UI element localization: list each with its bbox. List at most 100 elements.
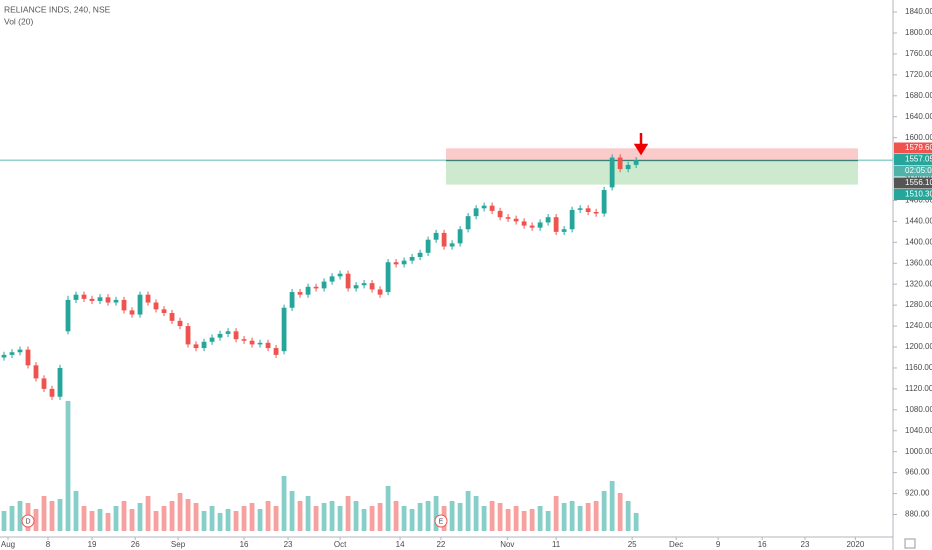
volume-bar — [489, 501, 495, 531]
x-tick-label: 2020 — [846, 540, 864, 549]
candle-body — [481, 205, 487, 209]
stop-label-box — [894, 142, 932, 154]
candle-body — [449, 243, 455, 247]
volume-bar — [281, 476, 287, 531]
candle-body — [401, 260, 407, 265]
y-tick-label: 1800.00 — [905, 28, 932, 37]
x-tick-label: 23 — [284, 540, 293, 549]
x-tick-label: Oct — [334, 540, 347, 549]
volume-bar — [601, 491, 607, 531]
volume-bar — [201, 511, 207, 531]
entry-label-box — [894, 177, 932, 189]
volume-bar — [505, 509, 511, 531]
volume-bar — [481, 506, 487, 531]
y-tick-label: 1640.00 — [905, 112, 932, 121]
candle-body — [41, 378, 47, 389]
y-tick-label: 1760.00 — [905, 49, 932, 58]
volume-bar — [593, 501, 599, 531]
y-tick-label: 1000.00 — [905, 447, 932, 456]
volume-bar — [297, 501, 303, 531]
candle-body — [145, 294, 151, 303]
candle-body — [633, 160, 639, 165]
volume-bar — [361, 509, 367, 531]
settings-icon[interactable] — [904, 538, 916, 549]
volume-bar — [433, 496, 439, 531]
event-label: D — [25, 518, 30, 525]
volume-bar — [273, 506, 279, 531]
y-tick-label: 880.00 — [905, 510, 930, 519]
candle-body — [249, 340, 255, 345]
volume-bar — [81, 506, 87, 531]
x-tick-label: Aug — [1, 540, 15, 549]
candle-body — [265, 342, 271, 349]
volume-bar — [553, 496, 559, 531]
y-tick-label: 1840.00 — [905, 7, 932, 16]
candle-body — [1, 354, 7, 358]
candle-body — [321, 281, 327, 289]
volume-bar — [425, 501, 431, 531]
candle-body — [345, 273, 351, 289]
candle-body — [417, 252, 423, 257]
x-tick-label: 25 — [628, 540, 637, 549]
candle-body — [57, 367, 63, 397]
candle-body — [577, 208, 583, 210]
candle-body — [89, 298, 95, 301]
y-tick-label: 1320.00 — [905, 279, 932, 288]
y-tick-label: 960.00 — [905, 468, 930, 477]
y-tick-label: 1480.00 — [905, 196, 932, 205]
candle-body — [161, 309, 167, 313]
volume-bar — [41, 496, 47, 531]
candle-body — [369, 283, 375, 290]
symbol-title: RELIANCE INDS, 240, NSE — [4, 4, 111, 14]
y-tick-label: 1040.00 — [905, 426, 932, 435]
candle-body — [505, 217, 511, 219]
volume-bar — [193, 503, 199, 531]
volume-bar — [305, 496, 311, 531]
volume-bar — [577, 506, 583, 531]
candle-body — [177, 320, 183, 327]
x-tick-label: Sep — [171, 540, 186, 549]
x-tick-label: 23 — [801, 540, 810, 549]
volume-bar — [265, 501, 271, 531]
volume-bar — [337, 506, 343, 531]
volume-bar — [569, 501, 575, 531]
volume-bar — [225, 509, 231, 531]
volume-bar — [9, 506, 15, 531]
volume-bar — [377, 503, 383, 531]
candle-body — [113, 299, 119, 303]
y-tick-label: 1440.00 — [905, 217, 932, 226]
y-tick-label: 1360.00 — [905, 258, 932, 267]
candle-body — [273, 348, 279, 355]
x-tick-label: Nov — [500, 540, 514, 549]
volume-bar — [249, 503, 255, 531]
candle-body — [201, 341, 207, 349]
candle-body — [377, 289, 383, 295]
volume-bar — [113, 506, 119, 531]
x-tick-label: 8 — [46, 540, 51, 549]
candle-body — [457, 229, 463, 244]
candle-body — [137, 294, 143, 315]
volume-bar — [153, 511, 159, 531]
volume-bar — [545, 511, 551, 531]
y-tick-label: 1720.00 — [905, 70, 932, 79]
x-tick-label: 9 — [716, 540, 721, 549]
x-tick-label: 16 — [240, 540, 249, 549]
candle-body — [513, 218, 519, 222]
x-tick-label: 11 — [552, 540, 561, 549]
candle-body — [489, 205, 495, 211]
candle-body — [97, 297, 103, 301]
candle-body — [537, 222, 543, 228]
volume-bar — [217, 513, 223, 531]
volume-bar — [161, 506, 167, 531]
volume-bar — [625, 501, 631, 531]
candle-body — [289, 292, 295, 308]
candle-body — [521, 221, 527, 226]
volume-bar — [177, 493, 183, 531]
candle-body — [585, 208, 591, 212]
y-tick-label: 1200.00 — [905, 342, 932, 351]
candle-body — [329, 276, 335, 282]
volume-bar — [257, 509, 263, 531]
volume-bar — [393, 501, 399, 531]
